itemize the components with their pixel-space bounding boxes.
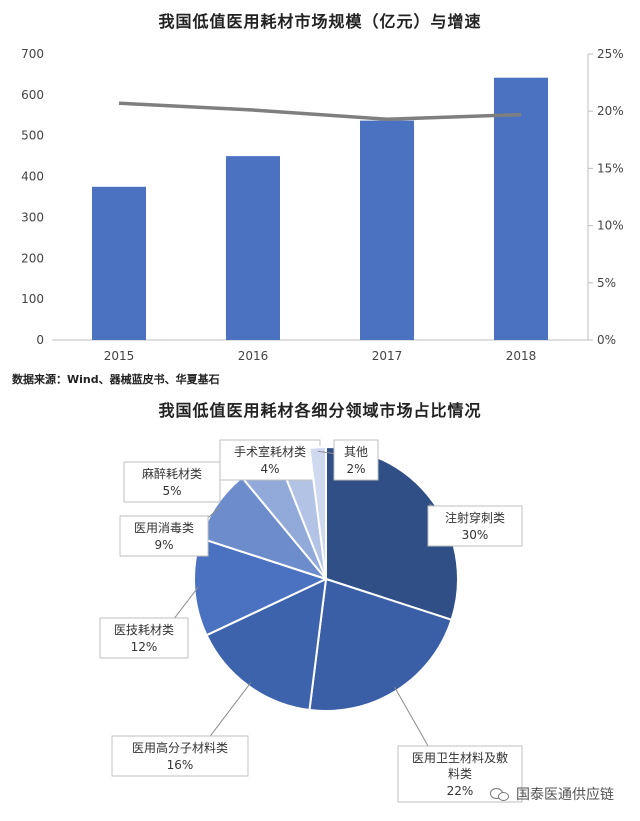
slice-percent: 9% xyxy=(154,538,173,552)
watermark: 国泰医通供应链 xyxy=(490,784,614,804)
y2-tick-label: 10% xyxy=(597,219,624,233)
slice-label: 医用卫生材料及敷 xyxy=(412,750,508,765)
slice-percent: 2% xyxy=(346,462,365,476)
slice-label: 医用消毒类 xyxy=(134,521,194,535)
slice-label: 料类 xyxy=(448,767,472,781)
y-tick-label: 400 xyxy=(21,170,44,184)
y2-tick-label: 15% xyxy=(597,161,624,175)
slice-label: 注射穿刺类 xyxy=(445,510,505,525)
watermark-text: 国泰医通供应链 xyxy=(516,787,614,803)
slice-label-box xyxy=(123,461,221,503)
y2-tick-label: 25% xyxy=(597,47,624,61)
bar xyxy=(226,156,280,340)
wechat-icon xyxy=(490,787,510,801)
x-tick-label: 2016 xyxy=(238,349,269,363)
source-note: 数据来源：Wind、器械蓝皮书、华夏基石 xyxy=(12,373,220,386)
bar xyxy=(92,186,146,340)
slice-label-box xyxy=(99,617,189,659)
slice-label-box xyxy=(219,439,321,481)
slice-label: 其他 xyxy=(344,445,368,459)
y-tick-label: 0 xyxy=(36,333,44,347)
y-tick-label: 600 xyxy=(21,88,44,102)
y-tick-label: 700 xyxy=(21,47,44,61)
x-tick-label: 2017 xyxy=(372,349,403,363)
y-tick-label: 200 xyxy=(21,251,44,265)
slice-label: 手术室耗材类 xyxy=(234,444,306,459)
slice-percent: 16% xyxy=(167,758,194,772)
growth-rate-line xyxy=(118,101,522,121)
x-tick-label: 2018 xyxy=(506,349,537,363)
pie-slice xyxy=(308,445,327,580)
slice-label: 医技耗材类 xyxy=(114,623,174,637)
y2-tick-label: 20% xyxy=(597,104,624,118)
slice-label-box xyxy=(427,505,523,547)
slice-label-box xyxy=(119,515,209,557)
y2-tick-label: 0% xyxy=(597,333,616,347)
pie-chart-title: 我国低值医用耗材各细分领域市场占比情况 xyxy=(158,401,482,420)
bar xyxy=(360,120,414,341)
x-tick-label: 2015 xyxy=(104,349,135,363)
slice-label: 麻醉耗材类 xyxy=(142,466,202,481)
y-tick-label: 500 xyxy=(21,129,44,143)
bar-line-chart: 0 100 200 300 400 500 600 700 0% 5% 10% 15% 20% 25% 20… xyxy=(21,47,624,363)
slice-label-box xyxy=(333,439,379,481)
y-tick-label: 300 xyxy=(21,210,44,224)
bar-chart-title: 我国低值医用耗材市场规模（亿元）与增速 xyxy=(158,12,482,31)
y-tick-label: 100 xyxy=(21,292,44,306)
slice-percent: 4% xyxy=(260,462,279,476)
bar xyxy=(494,77,548,340)
slice-label: 医用高分子材料类 xyxy=(132,740,228,755)
slice-percent: 5% xyxy=(162,484,181,498)
slice-label-box xyxy=(111,735,249,777)
slice-percent: 22% xyxy=(447,784,474,798)
slice-percent: 12% xyxy=(131,640,158,654)
y2-tick-label: 5% xyxy=(597,276,616,290)
slice-percent: 30% xyxy=(462,528,489,542)
